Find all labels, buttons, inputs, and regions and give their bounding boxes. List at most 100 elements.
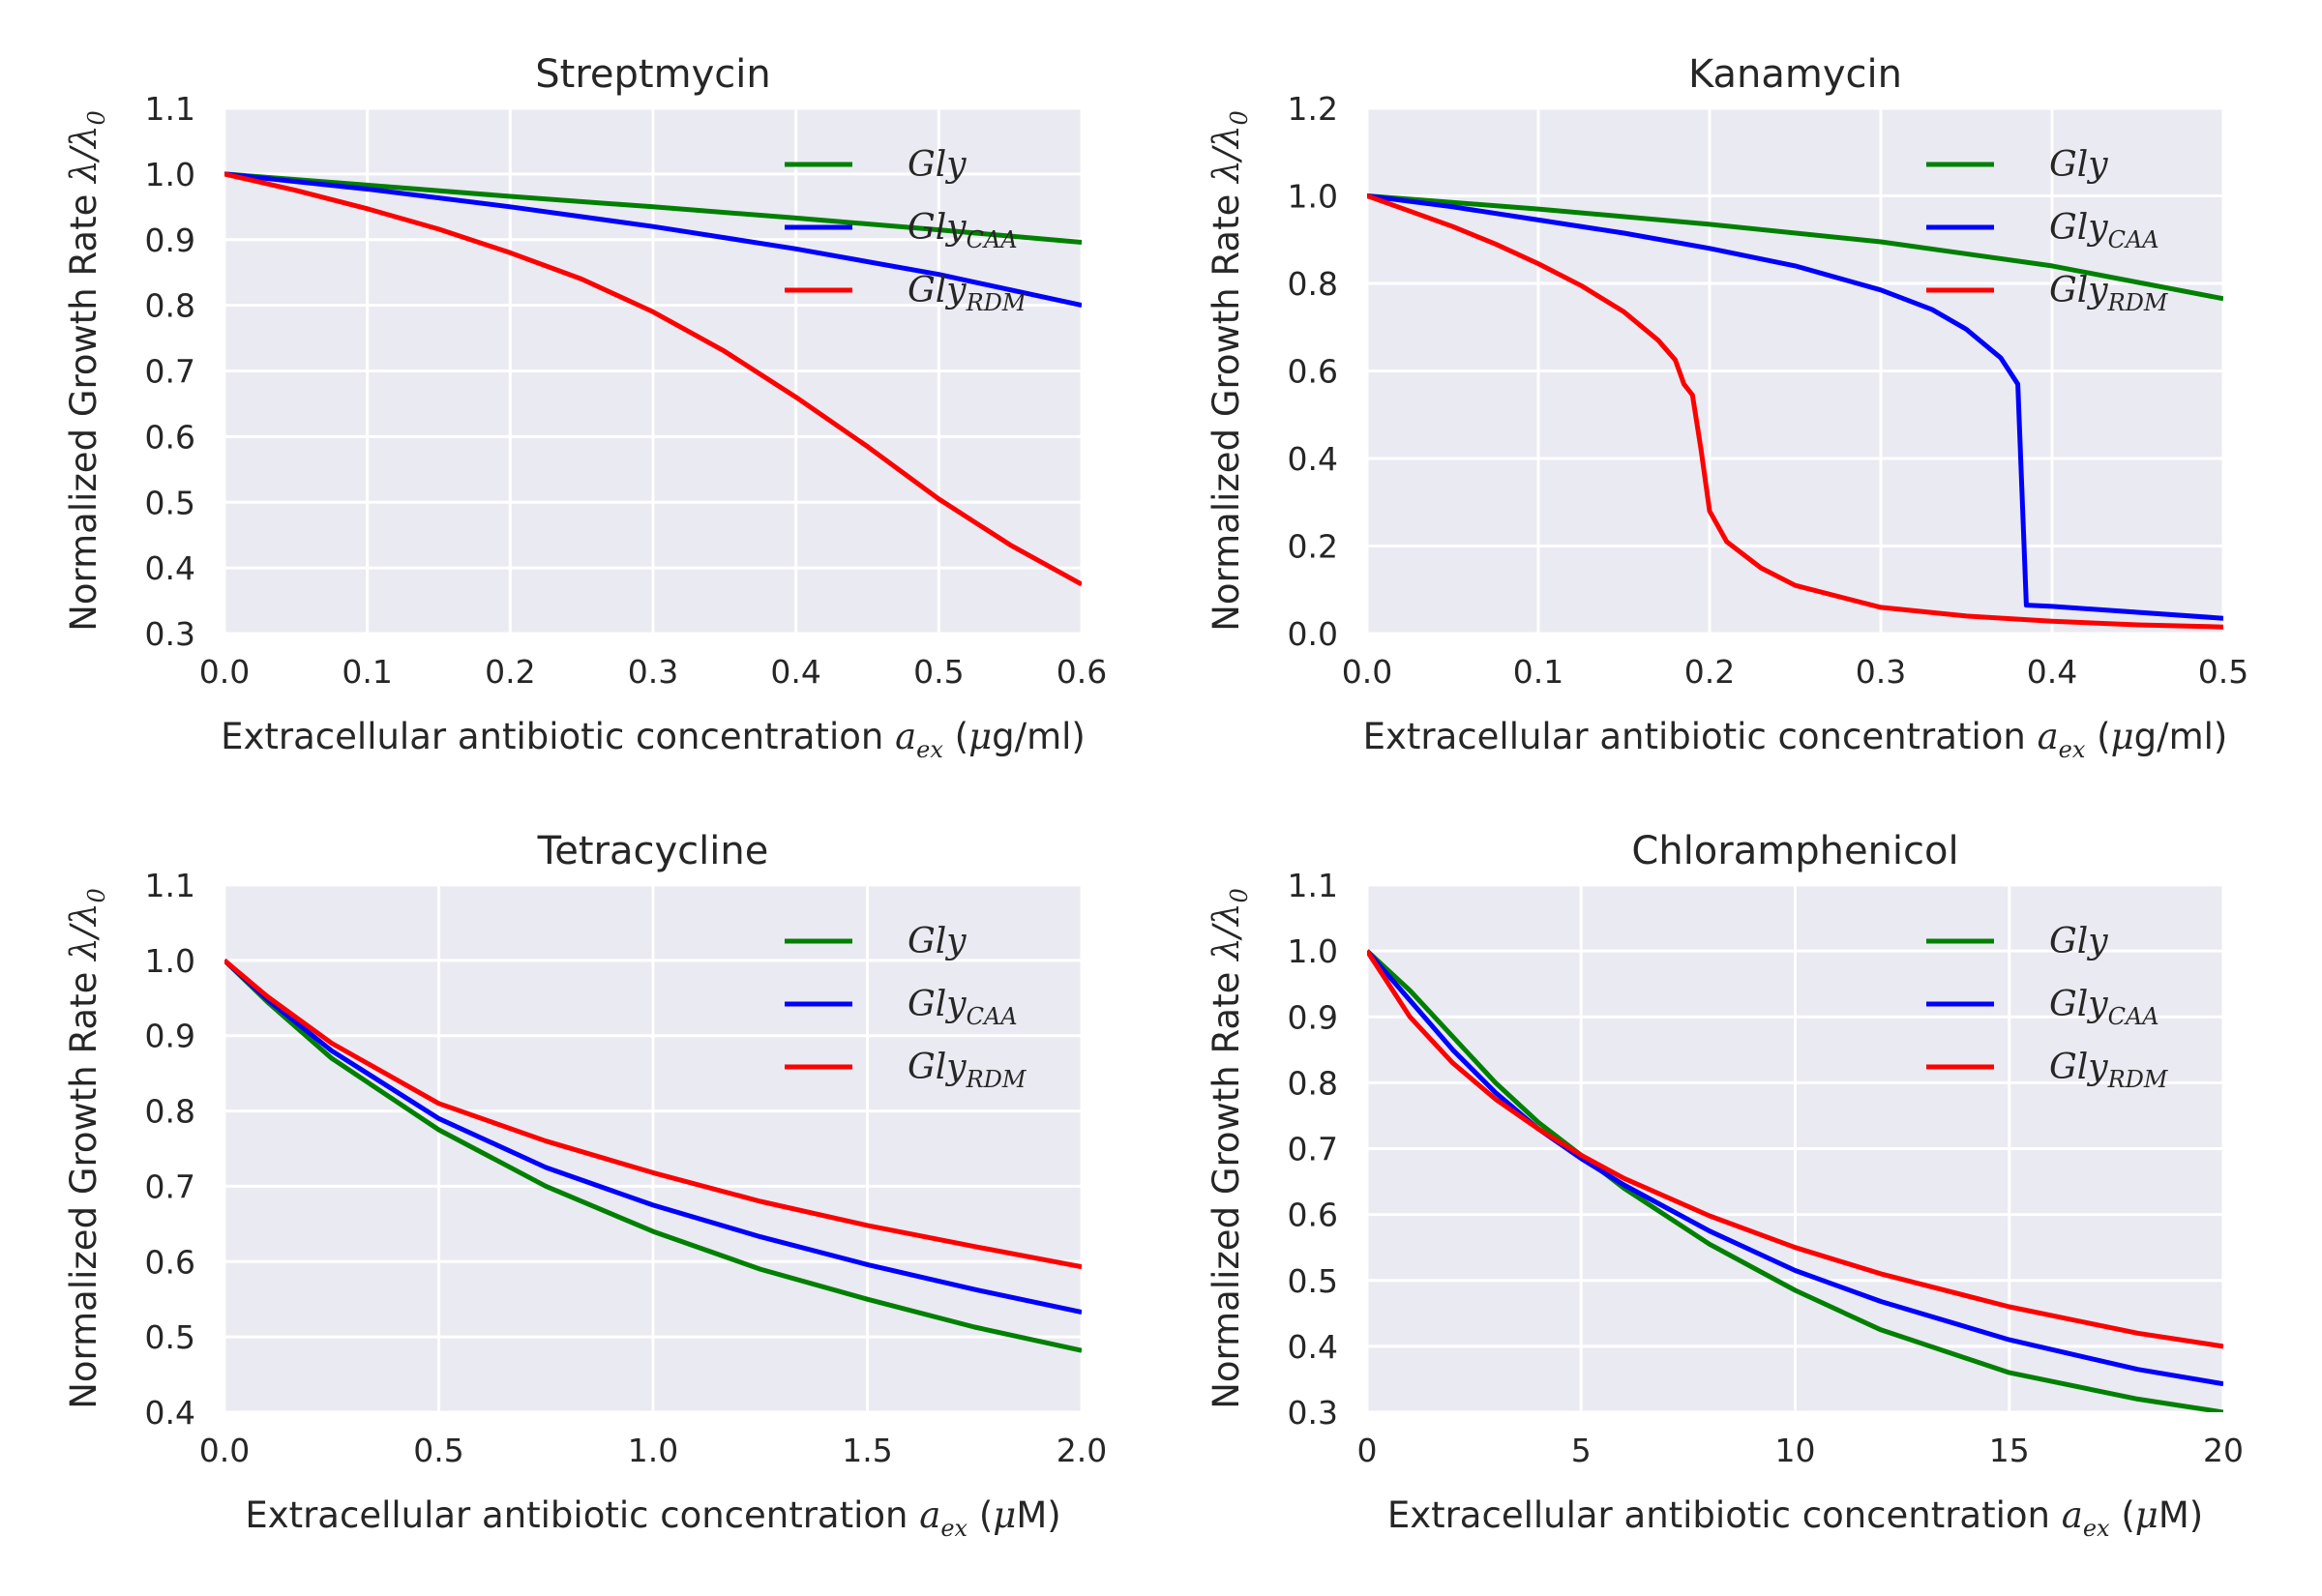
legend-label-base: Gly (908, 271, 967, 310)
legend-label-subscript: CAA (2108, 226, 2159, 253)
x-axis-label-mu: μ (2111, 716, 2134, 757)
series-line-gly-caa (1367, 193, 2223, 621)
y-tick-label: 0.8 (145, 1093, 195, 1131)
x-axis-label: Extracellular antibiotic concentration a… (221, 716, 1086, 763)
chart-title: Streptmycin (535, 52, 770, 97)
x-axis-label-paren: ( (2085, 716, 2110, 757)
series-line-gly-caa (1367, 949, 2223, 1387)
series-line-gly (224, 171, 1082, 245)
y-tick-label: 0.8 (145, 287, 195, 325)
x-axis-label-unit: M) (2158, 1494, 2203, 1536)
y-tick-label: 0.6 (1288, 353, 1338, 391)
x-tick-label: 0.0 (199, 653, 250, 691)
y-tick-label: 0.9 (145, 222, 195, 259)
y-tick-label: 0.4 (145, 1394, 195, 1432)
y-tick-label: 0.4 (145, 549, 195, 587)
x-axis-label-unit: g/ml) (2134, 716, 2228, 757)
legend-label-subscript: CAA (967, 226, 1018, 253)
x-axis-label-paren: ( (2110, 1494, 2135, 1536)
y-axis-label-math: λ/λ (1206, 126, 1247, 185)
y-tick-label: 0.3 (145, 615, 195, 653)
y-tick-label: 0.0 (1288, 615, 1338, 653)
chart-title: Kanamycin (1688, 52, 1902, 97)
y-tick-label: 1.1 (145, 90, 195, 128)
legend-label-subscript: CAA (967, 1003, 1018, 1030)
legend-label-base: Gly (908, 208, 967, 248)
y-axis-label-subscript: 0 (83, 110, 110, 125)
chart-panel-1: 0.0 0.1 0.2 0.3 0.4 0.5 0.6 0.3 0.4 0.5 0.6 0.7 0.8 0… (63, 52, 1107, 763)
x-axis-label-paren: ( (968, 1494, 993, 1536)
x-axis-label-paren: ( (943, 716, 968, 757)
y-tick-label: 0.9 (145, 1018, 195, 1055)
x-axis-label-mu: μ (968, 716, 992, 757)
legend-label-base: Gly (2049, 145, 2108, 185)
series-line-gly-rdm (224, 171, 1082, 587)
y-tick-label: 0.7 (145, 353, 195, 391)
legend-label: GlyRDM (908, 1048, 1027, 1093)
y-axis-label-subscript: 0 (1226, 110, 1253, 125)
y-tick-label: 1.2 (1288, 90, 1338, 128)
legend-label-base: Gly (2049, 271, 2108, 310)
y-tick-label: 1.1 (145, 867, 195, 904)
legend-label: Gly (2049, 145, 2108, 185)
y-axis-label: Normalized Growth Rate λ/λ0 (1206, 888, 1253, 1409)
legend-label-subscript: RDM (2107, 289, 2169, 316)
y-axis-label-math: λ/λ (63, 126, 104, 185)
x-tick-label: 0.2 (1684, 653, 1735, 691)
y-tick-label: 0.4 (1288, 1328, 1338, 1366)
x-axis-label-text: Extracellular antibiotic concentration (1387, 1494, 2062, 1536)
x-tick-label: 0.1 (1513, 653, 1563, 691)
x-tick-label: 1.0 (628, 1432, 678, 1469)
x-axis-label: Extracellular antibiotic concentration a… (245, 1494, 1060, 1542)
y-tick-label: 0.8 (1288, 265, 1338, 303)
x-axis-label-text: Extracellular antibiotic concentration (221, 716, 895, 757)
series-line-gly-rdm (224, 958, 1082, 1270)
x-tick-label: 0.0 (1342, 653, 1392, 691)
legend-label-subscript: RDM (966, 1066, 1027, 1093)
legend-label-base: Gly (908, 1048, 967, 1087)
x-axis-label-variable: a (919, 1494, 940, 1536)
legend-label: Gly (908, 922, 967, 961)
x-tick-label: 0.5 (2198, 653, 2248, 691)
x-axis-label-subscript: ex (940, 1515, 968, 1542)
y-tick-label: 0.6 (145, 418, 195, 456)
legend-label-subscript: CAA (2108, 1003, 2159, 1030)
x-axis-label-text: Extracellular antibiotic concentration (245, 1494, 919, 1536)
x-tick-label: 0.4 (770, 653, 820, 691)
series-line-gly (224, 959, 1082, 1353)
series-line-gly-rdm (1367, 193, 2223, 630)
series-line-gly-rdm (1367, 949, 2223, 1349)
legend-label: GlyCAA (908, 985, 1018, 1030)
y-axis-label: Normalized Growth Rate λ/λ0 (63, 888, 110, 1409)
x-axis-label: Extracellular antibiotic concentration a… (1387, 1494, 2203, 1542)
y-axis-label: Normalized Growth Rate λ/λ0 (1206, 110, 1253, 632)
y-tick-label: 1.0 (145, 156, 195, 193)
y-tick-label: 0.8 (1288, 1064, 1338, 1102)
x-axis-label-variable: a (895, 716, 916, 757)
x-tick-label: 1.5 (842, 1432, 892, 1469)
y-tick-label: 0.5 (1288, 1262, 1338, 1300)
chart-title: Chloramphenicol (1631, 829, 1958, 873)
x-tick-label: 0.4 (2027, 653, 2077, 691)
x-axis-label-subscript: ex (916, 736, 943, 763)
x-axis-label-text: Extracellular antibiotic concentration (1363, 716, 2038, 757)
y-axis-label-text: Normalized Growth Rate (63, 183, 104, 632)
legend-label-base: Gly (2049, 208, 2108, 248)
x-tick-label: 15 (1989, 1432, 2030, 1469)
legend-label: GlyRDM (2049, 1048, 2169, 1093)
legend-label: GlyCAA (2049, 208, 2159, 253)
y-axis-label-math: λ/λ (63, 903, 104, 962)
y-tick-label: 1.1 (1288, 867, 1338, 904)
y-tick-label: 0.3 (1288, 1394, 1338, 1432)
y-tick-label: 1.0 (1288, 178, 1338, 216)
y-tick-label: 0.7 (145, 1167, 195, 1205)
y-axis-label-subscript: 0 (83, 888, 110, 902)
y-tick-label: 0.6 (145, 1243, 195, 1281)
y-tick-label: 0.9 (1288, 998, 1338, 1036)
x-axis-label-subscript: ex (2083, 1515, 2110, 1542)
y-axis-label-math: λ/λ (1206, 903, 1247, 962)
